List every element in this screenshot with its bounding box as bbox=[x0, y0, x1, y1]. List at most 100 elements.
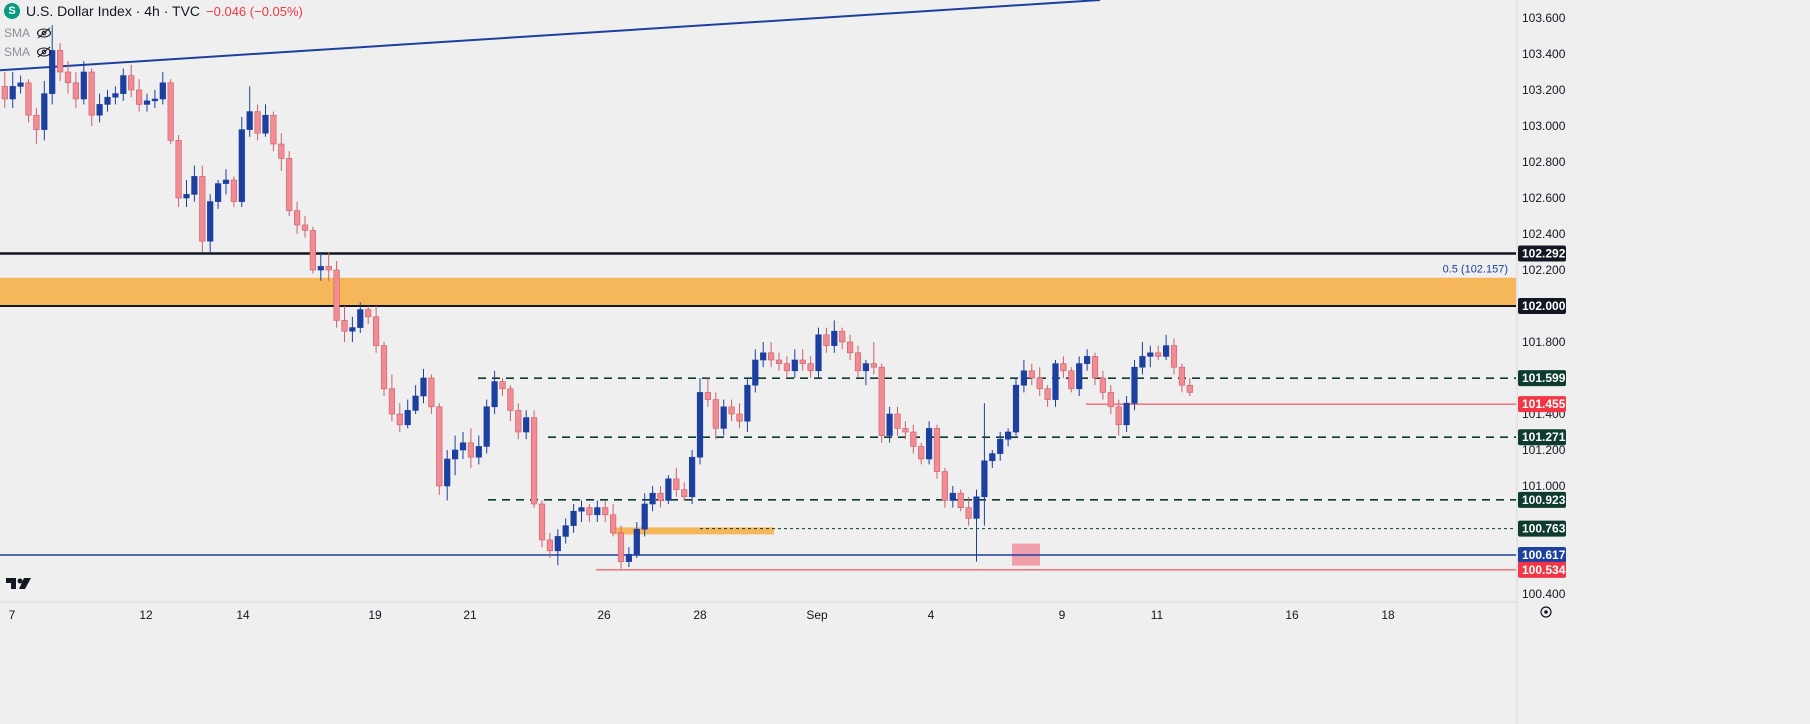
candle[interactable] bbox=[317, 252, 324, 281]
candle[interactable] bbox=[136, 79, 143, 112]
candle[interactable] bbox=[665, 475, 672, 504]
candle[interactable] bbox=[499, 378, 506, 396]
support-zone[interactable] bbox=[612, 527, 774, 535]
price-tag[interactable]: 100.534 bbox=[1518, 561, 1566, 578]
candle[interactable] bbox=[396, 403, 403, 432]
candle[interactable] bbox=[17, 75, 24, 94]
candle[interactable] bbox=[815, 327, 822, 378]
candle[interactable] bbox=[507, 385, 514, 422]
candle[interactable] bbox=[736, 403, 743, 429]
candle[interactable] bbox=[349, 316, 356, 342]
candle[interactable] bbox=[301, 216, 309, 238]
candle[interactable] bbox=[894, 406, 901, 436]
trendline[interactable] bbox=[0, 0, 1101, 72]
candle[interactable] bbox=[1123, 396, 1130, 432]
candle[interactable] bbox=[910, 424, 917, 454]
candle[interactable] bbox=[120, 68, 127, 101]
candle[interactable] bbox=[1084, 349, 1091, 371]
candle[interactable] bbox=[1036, 367, 1043, 396]
candle[interactable] bbox=[1012, 378, 1020, 436]
candle[interactable] bbox=[886, 406, 893, 443]
candle[interactable] bbox=[333, 261, 340, 328]
candle[interactable] bbox=[839, 327, 846, 350]
price-tag[interactable]: 100.617 bbox=[1518, 546, 1566, 563]
candle[interactable] bbox=[791, 349, 798, 378]
candle[interactable] bbox=[981, 403, 988, 526]
candle[interactable] bbox=[831, 320, 838, 353]
candle[interactable] bbox=[199, 165, 206, 252]
candle[interactable] bbox=[372, 306, 380, 353]
candle[interactable] bbox=[254, 104, 261, 141]
candle[interactable] bbox=[1020, 360, 1027, 393]
candle[interactable] bbox=[570, 504, 577, 533]
candle[interactable] bbox=[696, 378, 704, 465]
price-tag[interactable]: 101.599 bbox=[1518, 370, 1566, 387]
candle[interactable] bbox=[1028, 363, 1035, 386]
candle[interactable] bbox=[949, 486, 956, 508]
candle[interactable] bbox=[546, 532, 553, 558]
candle[interactable] bbox=[957, 489, 964, 512]
candle[interactable] bbox=[1115, 399, 1122, 436]
price-tag[interactable]: 101.455 bbox=[1518, 396, 1566, 413]
candle[interactable] bbox=[997, 432, 1004, 461]
candle[interactable] bbox=[1186, 378, 1193, 396]
candle[interactable] bbox=[365, 306, 372, 324]
candle[interactable] bbox=[1060, 356, 1067, 378]
candle[interactable] bbox=[104, 90, 111, 112]
candle[interactable] bbox=[823, 327, 830, 353]
candle[interactable] bbox=[309, 226, 317, 274]
price-tag[interactable]: 101.271 bbox=[1518, 429, 1566, 446]
candle[interactable] bbox=[56, 43, 64, 81]
candle[interactable] bbox=[1131, 360, 1138, 411]
eye-hidden-icon[interactable] bbox=[36, 27, 52, 39]
candle[interactable] bbox=[1004, 428, 1012, 447]
candle[interactable] bbox=[80, 61, 87, 105]
candle[interactable] bbox=[965, 496, 972, 526]
candle[interactable] bbox=[483, 399, 490, 454]
candle[interactable] bbox=[96, 93, 103, 123]
candle[interactable] bbox=[1099, 370, 1106, 400]
candle[interactable] bbox=[799, 349, 806, 371]
symbol-title[interactable]: U.S. Dollar Index · 4h · TVC bbox=[26, 3, 201, 19]
tradingview-logo-icon[interactable] bbox=[6, 578, 31, 589]
candle[interactable] bbox=[412, 385, 419, 414]
candle[interactable] bbox=[1163, 334, 1170, 360]
candle[interactable] bbox=[388, 374, 396, 422]
candle[interactable] bbox=[428, 374, 435, 414]
candle[interactable] bbox=[215, 180, 222, 209]
candle[interactable] bbox=[649, 486, 656, 512]
candle[interactable] bbox=[1139, 342, 1146, 375]
candle[interactable] bbox=[673, 468, 680, 497]
candle[interactable] bbox=[64, 61, 72, 94]
price-tag[interactable]: 100.923 bbox=[1518, 491, 1566, 508]
candle[interactable] bbox=[491, 370, 498, 414]
candle[interactable] bbox=[167, 79, 174, 144]
price-tag[interactable]: 102.000 bbox=[1518, 298, 1566, 314]
resistance-zone[interactable] bbox=[0, 277, 1516, 306]
candle[interactable] bbox=[609, 504, 617, 537]
settings-gear-icon[interactable] bbox=[1540, 606, 1552, 618]
candle[interactable] bbox=[436, 403, 443, 495]
candle[interactable] bbox=[1076, 356, 1083, 396]
candle[interactable] bbox=[554, 529, 561, 566]
candle[interactable] bbox=[870, 342, 877, 375]
candle[interactable] bbox=[151, 90, 159, 108]
candle[interactable] bbox=[88, 68, 95, 126]
candle[interactable] bbox=[49, 25, 56, 105]
candle[interactable] bbox=[1107, 385, 1114, 414]
candle[interactable] bbox=[681, 482, 688, 501]
candle[interactable] bbox=[878, 363, 885, 443]
candle[interactable] bbox=[1068, 367, 1075, 393]
candle[interactable] bbox=[238, 117, 245, 207]
candle[interactable] bbox=[1044, 385, 1051, 407]
candle[interactable] bbox=[183, 180, 190, 207]
candle[interactable] bbox=[846, 334, 854, 360]
candle[interactable] bbox=[246, 86, 253, 137]
candle[interactable] bbox=[578, 500, 585, 522]
candle[interactable] bbox=[933, 424, 941, 479]
candle[interactable] bbox=[657, 486, 664, 508]
candle[interactable] bbox=[744, 378, 751, 432]
candle[interactable] bbox=[712, 392, 719, 440]
candle[interactable] bbox=[523, 410, 530, 440]
candle[interactable] bbox=[380, 342, 388, 396]
